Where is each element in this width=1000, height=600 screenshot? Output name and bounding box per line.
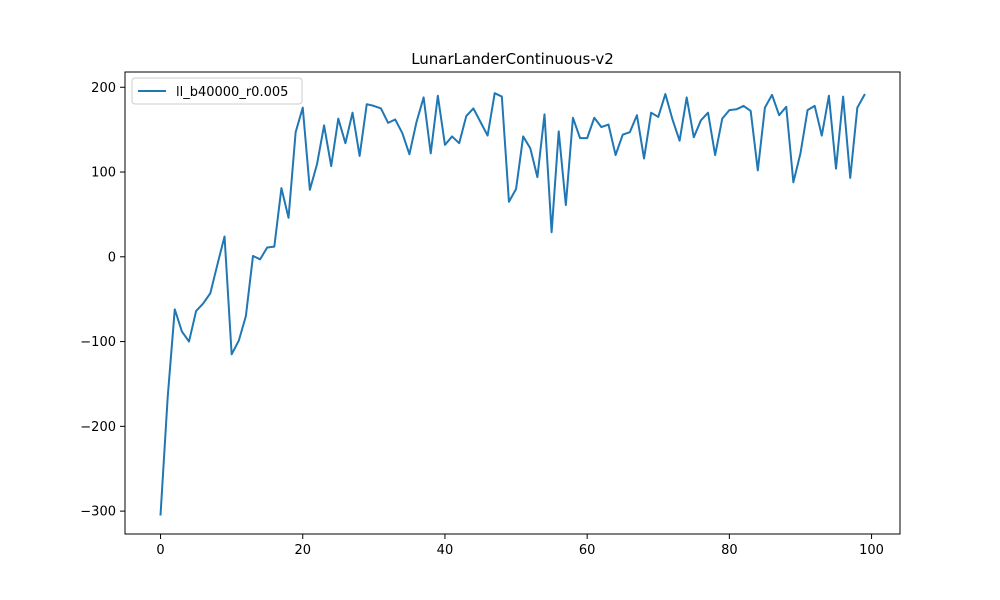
x-tick-label: 60 [579,543,596,558]
x-tick-label: 20 [294,543,311,558]
y-tick-label: 0 [108,250,116,265]
series-layer [159,92,866,516]
x-tick-label: 80 [721,543,738,558]
y-tick-label: −300 [80,505,116,520]
legend: ll_b40000_r0.005 [131,77,303,105]
y-axis: −300 −200 −100 0 100 200 [80,81,125,520]
plot-area: 0 20 40 60 80 100 −300 −200 −100 0 100 200 [80,71,901,558]
x-tick-label: 40 [437,543,454,558]
axes-frame [124,71,901,535]
y-tick-label: −200 [80,420,116,435]
legend-box [131,77,303,105]
x-axis: 0 20 40 60 80 100 [156,534,884,558]
y-tick-label: −100 [80,335,116,350]
x-tick-label: 0 [156,543,164,558]
y-tick-label: 200 [91,81,116,96]
series-line-0 [159,92,866,516]
x-tick-label: 100 [859,543,884,558]
y-tick-label: 100 [91,166,116,181]
legend-label: ll_b40000_r0.005 [176,85,288,100]
chart-title: LunarLanderContinuous-v2 [411,50,614,68]
